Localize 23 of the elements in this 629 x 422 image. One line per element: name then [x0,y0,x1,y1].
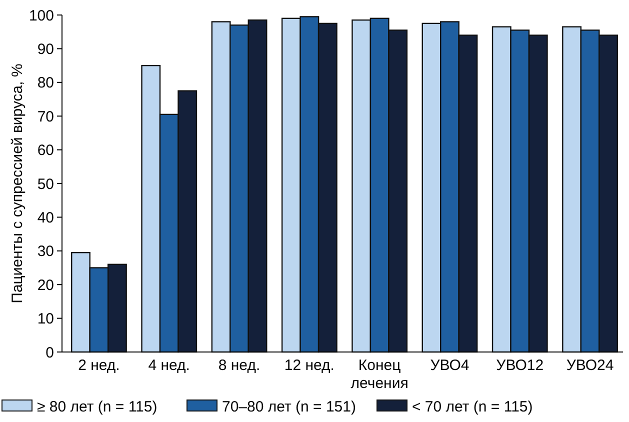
x-tick-label: УВО4 [430,357,470,374]
y-axis-title: Пациенты с супрессией вируса, % [9,64,26,304]
y-tick-label: 100 [28,7,54,24]
x-tick-label: Конец лечения [350,357,408,392]
legend-label: 70–80 лет (n = 151) [222,398,356,416]
y-tick-label: 70 [37,108,54,126]
x-tick-label: 2 нед. [78,357,120,374]
y-tick-label: 20 [37,276,54,294]
x-tick-label: 4 нед. [148,357,190,374]
x-tick-label: УВО12 [496,357,544,374]
y-tick-label: 60 [37,142,54,160]
legend-label: ≥ 80 лет (n = 115) [37,398,158,416]
y-tick-label: 0 [46,344,54,362]
y-tick-label: 50 [37,176,54,193]
y-tick-label: 80 [37,74,54,92]
y-tick-label: 90 [37,40,54,58]
x-tick-label: 12 нед. [284,357,334,374]
x-tick-label: 8 нед. [218,357,260,374]
y-tick-label: 10 [37,310,54,328]
y-tick-label: 30 [37,243,54,260]
legend-label: < 70 лет (n = 115) [412,398,533,416]
x-tick-label: УВО24 [566,357,614,374]
y-tick-label: 40 [37,209,54,226]
